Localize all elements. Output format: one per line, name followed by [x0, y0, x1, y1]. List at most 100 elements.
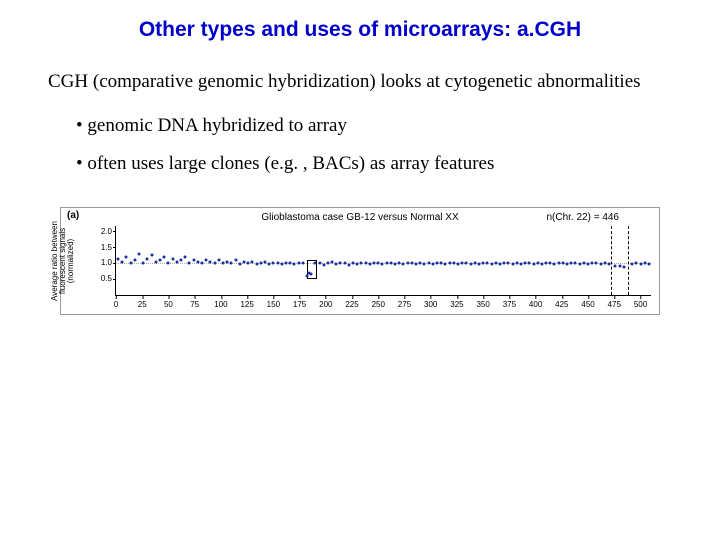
data-point: [159, 259, 162, 262]
data-point: [431, 262, 434, 265]
data-point: [217, 259, 220, 262]
data-point: [643, 262, 646, 265]
data-point: [574, 262, 577, 265]
data-point: [209, 260, 212, 263]
data-point: [631, 262, 634, 265]
x-tick: 425: [555, 300, 568, 309]
data-point: [242, 260, 245, 263]
data-point: [402, 262, 405, 265]
data-point: [297, 262, 300, 265]
data-point: [272, 262, 275, 265]
chart-n-label: n(Chr. 22) = 446: [546, 212, 619, 223]
data-point: [473, 262, 476, 265]
data-point: [377, 262, 380, 265]
data-point: [154, 260, 157, 263]
acgh-chart: (a) Glioblastoma case GB-12 versus Norma…: [60, 207, 660, 315]
data-point: [519, 262, 522, 265]
x-tick: 225: [345, 300, 358, 309]
data-point: [356, 262, 359, 265]
data-point: [549, 262, 552, 265]
data-point: [436, 262, 439, 265]
data-point: [381, 262, 384, 265]
data-point: [452, 262, 455, 265]
x-tick: 300: [424, 300, 437, 309]
data-point: [188, 262, 191, 265]
data-point: [234, 259, 237, 262]
data-point: [125, 256, 128, 259]
data-point: [524, 262, 527, 265]
data-point: [146, 257, 149, 260]
data-point: [482, 262, 485, 265]
x-tick: 100: [214, 300, 227, 309]
data-point: [618, 264, 621, 267]
data-point: [461, 262, 464, 265]
data-point: [175, 260, 178, 263]
x-tick: 150: [267, 300, 280, 309]
data-point: [498, 262, 501, 265]
x-tick: 125: [240, 300, 253, 309]
y-tick: 1.0: [94, 258, 112, 267]
data-point: [557, 262, 560, 265]
data-point: [133, 259, 136, 262]
data-point: [427, 262, 430, 265]
data-point: [440, 262, 443, 265]
data-point: [511, 263, 514, 266]
x-tick: 450: [581, 300, 594, 309]
plot-area: 0.51.01.52.00255075100125150175200225250…: [115, 226, 651, 296]
data-point: [448, 262, 451, 265]
data-point: [423, 262, 426, 265]
data-point: [213, 262, 216, 265]
data-point: [540, 262, 543, 265]
y-tick: 1.5: [94, 243, 112, 252]
data-point: [314, 262, 317, 265]
data-point: [622, 266, 625, 269]
data-point: [456, 262, 459, 265]
data-point: [352, 262, 355, 265]
vline: [611, 226, 612, 295]
data-point: [230, 262, 233, 265]
data-point: [635, 262, 638, 265]
x-tick: 475: [608, 300, 621, 309]
data-point: [591, 262, 594, 265]
x-tick: 350: [476, 300, 489, 309]
data-point: [222, 262, 225, 265]
data-point: [415, 263, 418, 266]
data-point: [639, 263, 642, 266]
data-point: [284, 262, 287, 265]
data-point: [515, 262, 518, 265]
data-point: [310, 273, 313, 276]
data-point: [503, 262, 506, 265]
data-point: [255, 262, 258, 265]
data-point: [331, 261, 334, 264]
data-point: [259, 262, 262, 265]
data-point: [490, 263, 493, 266]
data-point: [326, 262, 329, 265]
data-point: [553, 263, 556, 266]
data-point: [142, 262, 145, 265]
data-point: [276, 261, 279, 264]
data-point: [373, 262, 376, 265]
x-tick: 200: [319, 300, 332, 309]
data-point: [587, 262, 590, 265]
data-point: [150, 254, 153, 257]
data-point: [360, 262, 363, 265]
data-point: [251, 260, 254, 263]
data-point: [444, 263, 447, 266]
data-point: [465, 262, 468, 265]
x-tick: 500: [634, 300, 647, 309]
data-point: [335, 263, 338, 266]
x-tick: 275: [398, 300, 411, 309]
data-point: [180, 259, 183, 262]
data-point: [343, 261, 346, 264]
data-point: [184, 256, 187, 259]
data-point: [167, 262, 170, 265]
data-point: [566, 262, 569, 265]
data-point: [263, 260, 266, 263]
x-tick: 25: [138, 300, 147, 309]
data-point: [201, 262, 204, 265]
data-point: [603, 262, 606, 265]
data-point: [247, 262, 250, 265]
data-point: [368, 263, 371, 266]
data-point: [507, 262, 510, 265]
x-tick: 50: [164, 300, 173, 309]
